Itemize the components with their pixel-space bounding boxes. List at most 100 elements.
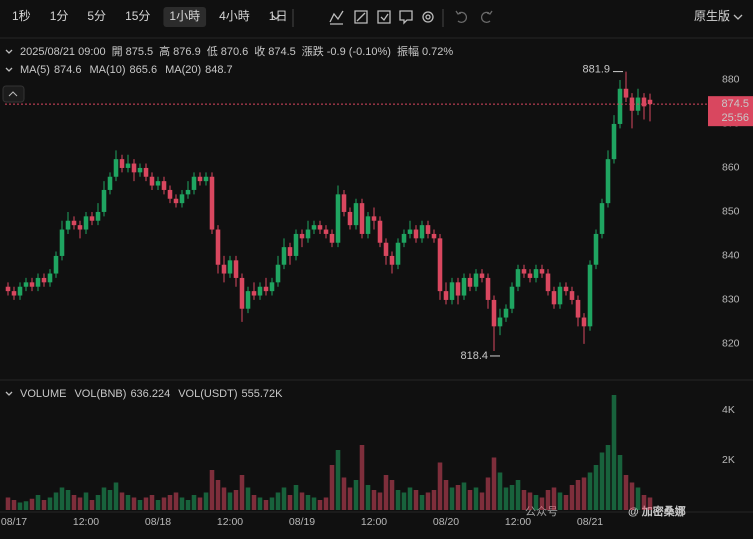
volume-bar (125, 495, 131, 510)
max-annotation: 881.9 (582, 64, 610, 76)
volume-bar (437, 462, 443, 510)
candle-body (311, 225, 317, 230)
candle-body (467, 277, 473, 287)
candle-body (569, 291, 575, 300)
volume-bar (389, 480, 395, 510)
template-icon[interactable] (377, 10, 391, 24)
volume-bar (455, 485, 461, 510)
candle-body (353, 203, 359, 226)
candle-body (287, 247, 293, 256)
candle-body (557, 286, 563, 305)
candle-body (239, 277, 245, 309)
interval-button[interactable]: 15分 (125, 9, 150, 23)
candle-body (419, 225, 425, 239)
volume-bar (443, 480, 449, 510)
candle-body (587, 264, 593, 327)
candle-body (401, 233, 407, 243)
volume-bar (107, 490, 113, 510)
volume-bar (275, 492, 281, 510)
candle-body (161, 181, 167, 190)
volume-bar (317, 500, 323, 510)
redo-icon[interactable] (480, 10, 493, 24)
volume-bar (575, 480, 581, 510)
volume-bar (293, 485, 299, 510)
collapse-button[interactable] (2, 85, 25, 103)
volume-bar (551, 487, 557, 510)
settings-icon[interactable] (422, 11, 434, 23)
draw-icon[interactable] (354, 10, 368, 24)
candle-body (329, 233, 335, 243)
x-tick-label: 12:00 (505, 516, 531, 528)
indicator-icon[interactable] (329, 10, 344, 25)
interval-button[interactable]: 1小時 (169, 9, 200, 23)
volume-bar (485, 477, 491, 510)
volume-bar (605, 445, 611, 510)
interval-button[interactable]: 1日 (269, 9, 288, 23)
candle-body (137, 167, 143, 173)
undo-icon[interactable] (455, 10, 468, 24)
interval-selected[interactable] (163, 7, 207, 27)
candle-body (275, 264, 281, 283)
candle-body (77, 225, 83, 230)
volume-title: VOLUME (20, 388, 66, 400)
interval-button[interactable]: 1秒 (12, 9, 31, 23)
volume-bar (239, 475, 245, 510)
candle-body (221, 264, 227, 274)
dropdown-icon[interactable] (271, 14, 281, 20)
save-icon[interactable] (399, 10, 413, 25)
candle-body (395, 242, 401, 265)
ma-label: MA(20) (165, 64, 201, 76)
y-tick-label: 820 (722, 338, 740, 350)
volume-bar (593, 465, 599, 510)
volume-bar (101, 487, 107, 510)
candle-body (371, 216, 377, 221)
candle-body (413, 229, 419, 239)
candle-body (107, 176, 113, 190)
interval-button[interactable]: 1分 (50, 9, 69, 23)
volume-bar (563, 495, 569, 510)
candle-body (437, 238, 443, 292)
volume-bar (179, 497, 185, 510)
countdown-label: 25:56 (721, 112, 749, 124)
volume-bar (83, 492, 89, 510)
change-value: -0.9 (-0.10%) (327, 46, 391, 58)
volume-bar (95, 495, 101, 510)
volume-bar (185, 500, 191, 510)
volume-bar (131, 497, 137, 510)
candle-body (293, 233, 299, 256)
candle-body (131, 163, 137, 173)
volume-bar (113, 482, 119, 510)
volume-bar (305, 495, 311, 510)
volume-bar (137, 500, 143, 510)
close-label: 收 (254, 44, 265, 58)
candle-body (563, 286, 569, 292)
volume-bar (401, 492, 407, 510)
candle-body (581, 317, 587, 327)
volume-bar (509, 485, 515, 510)
candle-body (23, 282, 29, 287)
collapse-icons[interactable] (5, 49, 13, 396)
volume-bar (155, 500, 161, 510)
version-toggle[interactable]: 原生版 (694, 9, 730, 23)
volume-bar (311, 497, 317, 510)
candle-body (149, 176, 155, 186)
x-tick-label: 08/20 (433, 516, 459, 528)
version-dropdown[interactable] (733, 14, 743, 20)
volume-bar (119, 492, 125, 510)
settings-icon-core[interactable] (425, 14, 431, 20)
interval-button[interactable]: 5分 (87, 9, 106, 23)
candle-body (53, 255, 59, 274)
candle-body (605, 159, 611, 204)
volume-bar (251, 495, 257, 510)
candle-body (593, 233, 599, 265)
candle-body (29, 282, 35, 287)
toolbar-icons[interactable] (5, 9, 743, 396)
candle-body (101, 189, 107, 212)
candle-body (479, 273, 485, 278)
y-tick-label: 850 (722, 206, 740, 218)
volume-bar (347, 487, 353, 510)
change-label: 漲跌 (302, 44, 324, 58)
interval-button[interactable]: 4小時 (219, 9, 250, 23)
candle-body (515, 269, 521, 287)
